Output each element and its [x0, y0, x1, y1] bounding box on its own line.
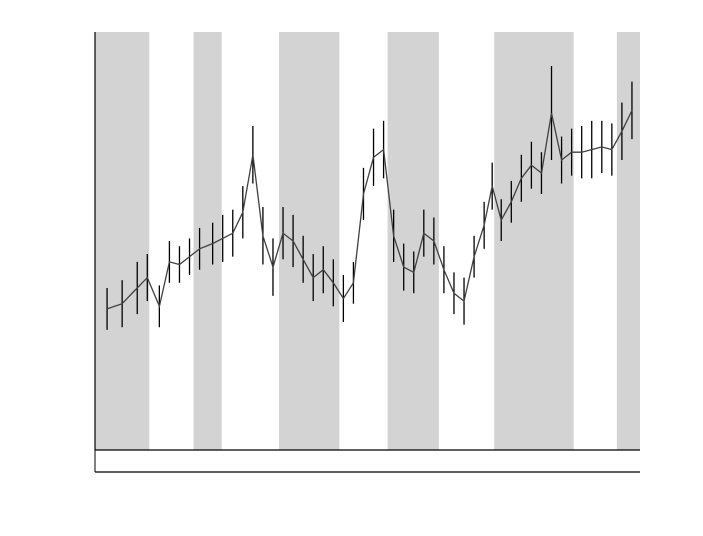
period-band	[279, 32, 339, 450]
period-band	[494, 32, 573, 450]
period-band	[617, 32, 640, 450]
diversity-chart	[0, 0, 703, 536]
period-band	[95, 32, 149, 450]
